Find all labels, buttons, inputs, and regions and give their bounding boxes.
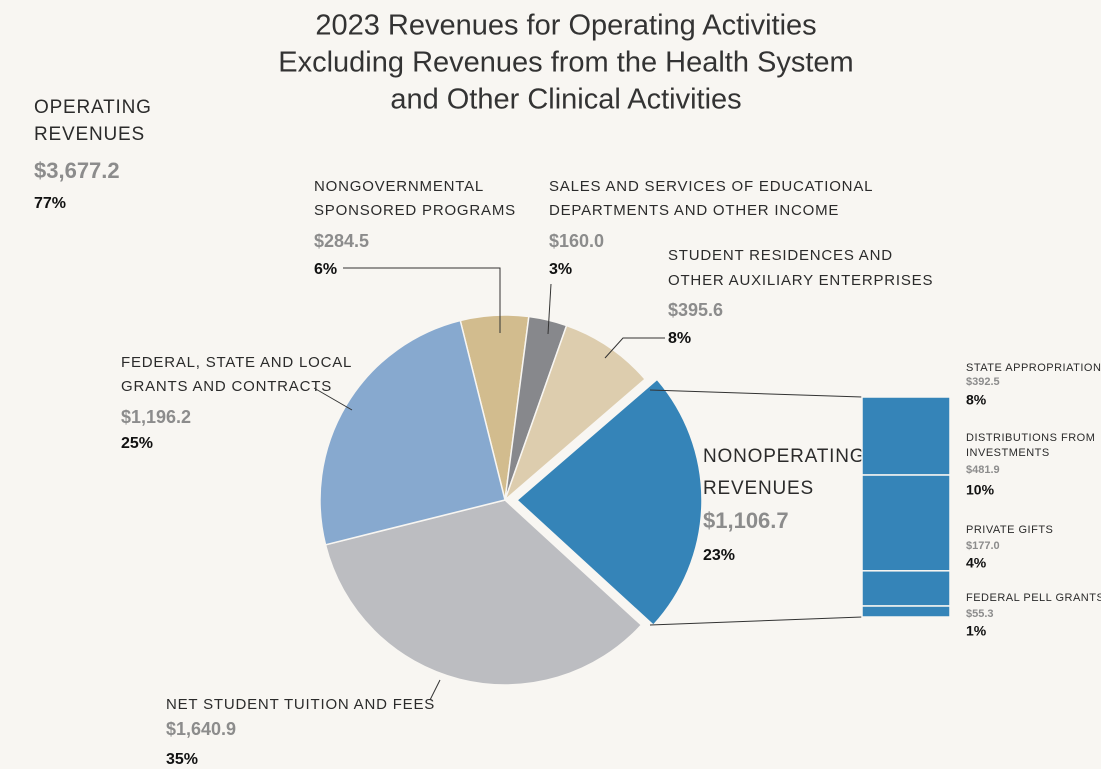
operating-label: OPERATING REVENUES $3,677.2 77% xyxy=(34,97,152,212)
slice-label: NONGOVERNMENTAL SPONSORED PROGRAMS $284.5 6… xyxy=(314,178,516,278)
slice-label: FEDERAL, STATE AND LOCAL GRANTS AND CONTR… xyxy=(121,354,352,452)
label-name: PRIVATE GIFTS xyxy=(966,524,1053,536)
chart-title: Excluding Revenues from the Health Syste… xyxy=(278,47,853,79)
slice-label: NET STUDENT TUITION AND FEES $1,640.9 35% xyxy=(166,696,435,768)
label-value: $395.6 xyxy=(668,300,723,320)
label-name: GRANTS AND CONTRACTS xyxy=(121,378,332,395)
bar-segment xyxy=(861,570,951,607)
label-value: $55.3 xyxy=(966,608,994,620)
label-name: STUDENT RESIDENCES AND xyxy=(668,247,893,264)
label-percent: 23% xyxy=(703,547,735,564)
label-name: FEDERAL, STATE AND LOCAL xyxy=(121,354,352,371)
bar-label: PRIVATE GIFTS $177.0 4% xyxy=(966,524,1053,571)
leader-line xyxy=(429,679,441,701)
pie-slice xyxy=(319,319,506,546)
slice-label: STUDENT RESIDENCES AND OTHER AUXILIARY EN… xyxy=(668,247,933,347)
leader-line xyxy=(604,337,665,359)
label-name: REVENUES xyxy=(34,124,145,145)
bar-label: FEDERAL PELL GRANTS $55.3 1% xyxy=(966,592,1101,639)
leader-line xyxy=(343,267,501,333)
label-name: OPERATING xyxy=(34,97,152,118)
label-name: NET STUDENT TUITION AND FEES xyxy=(166,696,435,713)
label-name: DEPARTMENTS AND OTHER INCOME xyxy=(549,202,839,219)
label-percent: 25% xyxy=(121,435,153,452)
label-value: $392.5 xyxy=(966,376,1000,388)
label-value: $284.5 xyxy=(314,231,369,251)
label-percent: 8% xyxy=(966,392,987,408)
label-name: STATE APPROPRIATIONS xyxy=(966,362,1101,374)
bar-label: DISTRIBUTIONS FROM INVESTMENTS $481.9 10% xyxy=(966,432,1095,498)
slice-label: SALES AND SERVICES OF EDUCATIONAL DEPARTM… xyxy=(549,178,873,278)
label-percent: 8% xyxy=(668,330,691,347)
pie-slice xyxy=(503,324,647,503)
label-percent: 35% xyxy=(166,751,198,768)
label-value: $3,677.2 xyxy=(34,158,120,183)
label-value: $1,196.2 xyxy=(121,407,191,427)
bar-segment xyxy=(861,396,951,476)
leader-line xyxy=(649,616,863,626)
pie-slice xyxy=(324,499,643,686)
pie-slice xyxy=(515,378,703,627)
chart-title: 2023 Revenues for Operating Activities xyxy=(315,10,816,42)
label-name: OTHER AUXILIARY ENTERPRISES xyxy=(668,272,933,289)
bar-segment xyxy=(861,474,951,572)
label-name: SALES AND SERVICES OF EDUCATIONAL xyxy=(549,178,873,195)
label-percent: 6% xyxy=(314,261,337,278)
label-value: $1,640.9 xyxy=(166,719,236,739)
leader-line xyxy=(649,389,863,398)
label-percent: 3% xyxy=(549,261,572,278)
label-percent: 1% xyxy=(966,623,987,639)
bar-label: STATE APPROPRIATIONS $392.5 8% xyxy=(966,362,1101,408)
label-value: $1,106.7 xyxy=(703,508,789,533)
leader-line xyxy=(313,387,353,411)
label-name: DISTRIBUTIONS FROM xyxy=(966,432,1095,444)
label-percent: 10% xyxy=(966,482,995,498)
bar-segment xyxy=(861,605,951,618)
label-name: NONGOVERNMENTAL xyxy=(314,178,484,195)
label-name: INVESTMENTS xyxy=(966,447,1050,459)
label-value: $160.0 xyxy=(549,231,604,251)
label-name: NONOPERATING xyxy=(703,446,865,467)
label-value: $177.0 xyxy=(966,540,1000,552)
label-name: SPONSORED PROGRAMS xyxy=(314,202,516,219)
label-percent: 4% xyxy=(966,555,987,571)
label-percent: 77% xyxy=(34,195,66,212)
label-name: FEDERAL PELL GRANTS xyxy=(966,592,1101,604)
slice-label: NONOPERATING REVENUES $1,106.7 23% xyxy=(703,446,865,564)
chart-title: and Other Clinical Activities xyxy=(390,84,741,116)
label-name: REVENUES xyxy=(703,478,814,499)
leader-line xyxy=(547,283,552,335)
label-value: $481.9 xyxy=(966,464,1000,476)
